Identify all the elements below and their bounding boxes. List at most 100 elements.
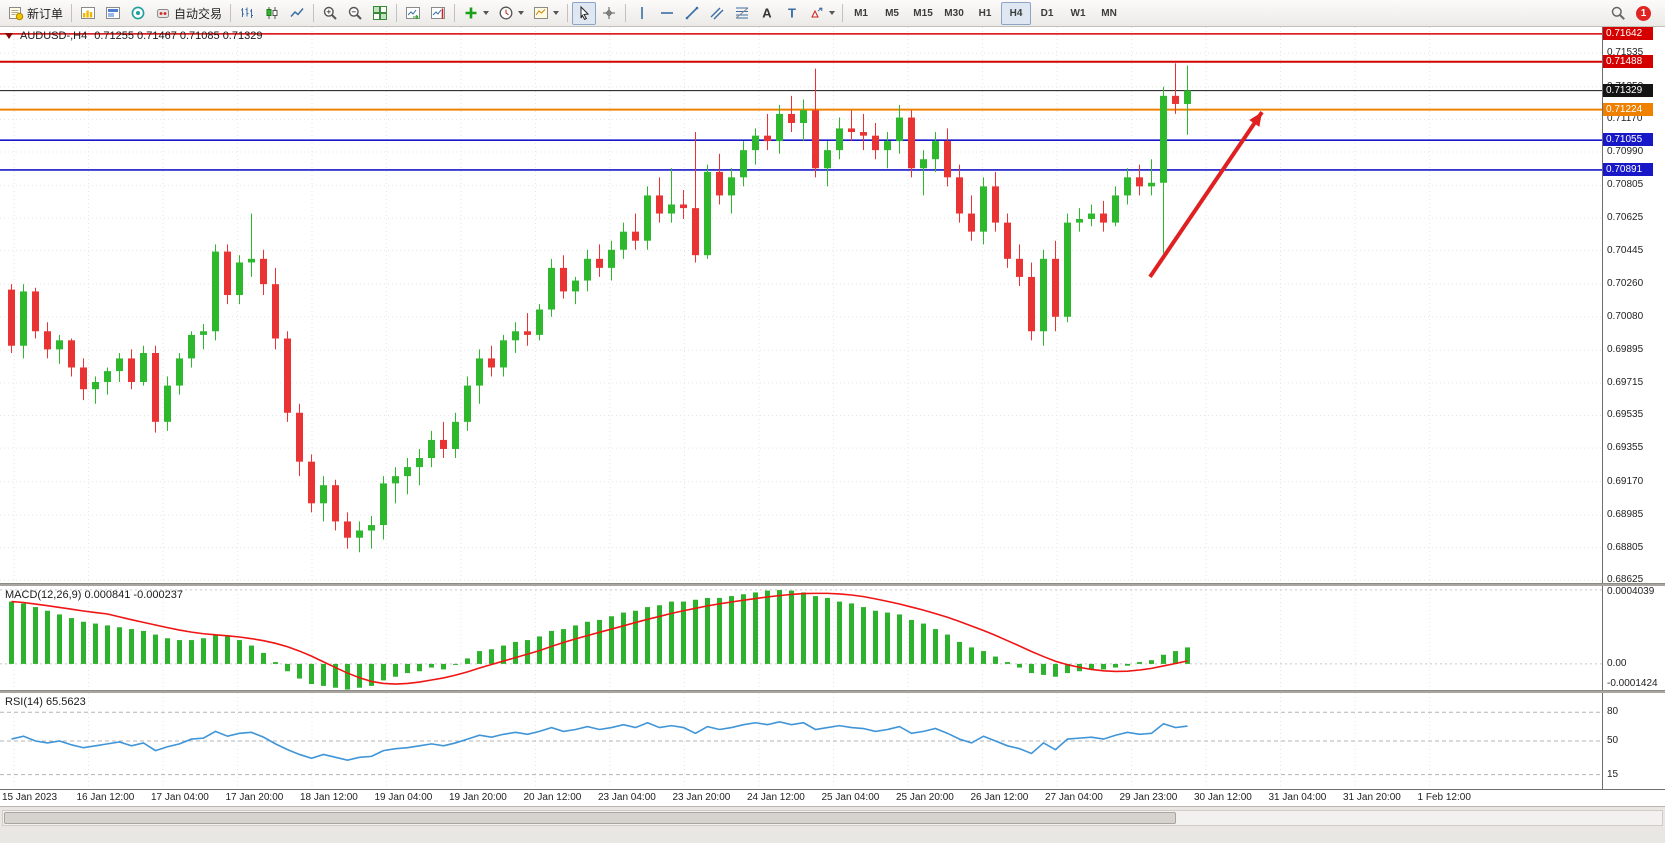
new-order-button[interactable]: 新订单: [4, 2, 67, 25]
toolbar-right: 1: [1610, 5, 1651, 21]
macd-axis: 0.0004039 0.00 -0.0001424: [1602, 586, 1665, 690]
time-axis-label: 18 Jan 12:00: [300, 792, 358, 803]
macd-axis-label: 0.00: [1607, 657, 1627, 669]
tile-windows-icon: [372, 5, 388, 21]
crosshair-button[interactable]: [597, 2, 621, 25]
timeframe-mn-button[interactable]: MN: [1101, 7, 1117, 19]
toolbar-separator: [454, 4, 456, 22]
time-axis-label: 19 Jan 20:00: [449, 792, 507, 803]
price-axis-label: 0.70990: [1607, 145, 1644, 157]
rsi-chart[interactable]: RSI(14) 65.5623: [0, 693, 1602, 789]
dropdown-caret-icon: [483, 11, 490, 15]
time-axis-label: 20 Jan 12:00: [523, 792, 582, 803]
time-axis-label: 1 Feb 12:00: [1417, 792, 1471, 803]
line-chart-button[interactable]: [285, 2, 309, 25]
scrollbar-thumb[interactable]: [4, 812, 1176, 824]
candlestick-button[interactable]: [260, 2, 284, 25]
macd-axis-label: 0.0004039: [1607, 586, 1655, 597]
time-axis-label: 31 Jan 04:00: [1268, 792, 1327, 803]
templates-button[interactable]: [529, 2, 563, 25]
bar-chart-button[interactable]: [235, 2, 259, 25]
symbol-text: AUDUSD-,H4: [20, 30, 88, 42]
timeframe-h1-button[interactable]: H1: [978, 7, 992, 19]
text-label-icon: T: [784, 5, 800, 21]
timeframe-d1-button[interactable]: D1: [1040, 7, 1054, 19]
price-axis-label: 0.69715: [1607, 376, 1644, 388]
macd-chart[interactable]: MACD(12,26,9) 0.000841 -0.000237: [0, 586, 1602, 690]
dropdown-caret-icon: [518, 11, 525, 15]
time-axis-label: 17 Jan 20:00: [225, 792, 284, 803]
profiles-icon: [105, 5, 121, 21]
level-price-badge: 0.71488: [1603, 54, 1653, 68]
time-axis-label: 19 Jan 04:00: [374, 792, 433, 803]
time-axis-label: 15 Jan 2023: [2, 792, 58, 803]
time-axis-label: 29 Jan 23:00: [1119, 792, 1178, 803]
zoom-out-icon: [347, 5, 363, 21]
timeframe-m5-button[interactable]: M5: [885, 7, 899, 19]
level-price-badge: 0.70891: [1603, 162, 1653, 176]
main-chart[interactable]: AUDUSD-,H4 0.71255 0.71467 0.71085 0.713…: [0, 27, 1602, 583]
channel-button[interactable]: [705, 2, 729, 25]
add-indicator-icon: [463, 5, 479, 21]
timeframe-m15-button[interactable]: M15: [913, 7, 933, 19]
text-label-button[interactable]: T: [780, 2, 804, 25]
macd-label: MACD(12,26,9) 0.000841 -0.000237: [5, 589, 183, 601]
timeframe-h4-button[interactable]: H4: [1001, 1, 1032, 25]
price-axis-label: 0.69355: [1607, 442, 1644, 454]
toolbar-separator: [230, 4, 232, 22]
new-chart-button[interactable]: [76, 2, 100, 25]
dropdown-caret-icon: [553, 11, 560, 15]
price-axis-label: 0.68985: [1607, 509, 1644, 521]
timeframe-m30-button[interactable]: M30: [944, 7, 964, 19]
rsi-label: RSI(14) 65.5623: [5, 696, 86, 708]
price-axis-label: 0.71170: [1607, 113, 1643, 125]
time-axis-label: 17 Jan 04:00: [151, 792, 209, 803]
trendline-button[interactable]: [680, 2, 704, 25]
trendline-icon: [684, 5, 700, 21]
price-axis-label: 0.69170: [1607, 475, 1644, 487]
horizontal-line-button[interactable]: [655, 2, 679, 25]
auto-scroll-button[interactable]: [401, 2, 425, 25]
fibonacci-button[interactable]: [730, 2, 754, 25]
auto-trading-button[interactable]: 自动交易: [151, 2, 226, 25]
price-axis-label: 0.69895: [1607, 344, 1644, 356]
chart-shift-icon: [430, 5, 446, 21]
vertical-line-button[interactable]: [630, 2, 654, 25]
search-icon[interactable]: [1610, 5, 1626, 21]
level-price-badge: 0.71642: [1603, 27, 1653, 40]
zoom-out-button[interactable]: [343, 2, 367, 25]
new-chart-icon: [80, 5, 96, 21]
timeframe-w1-button[interactable]: W1: [1070, 7, 1086, 19]
zoom-in-icon: [322, 5, 338, 21]
panel-splitter[interactable]: [0, 690, 1665, 693]
panel-splitter[interactable]: [0, 583, 1665, 586]
symbol-marker-icon: [5, 33, 13, 39]
timeframe-toolbar: M1 M5 M15 M30 H1 H4 D1 W1 MN: [846, 1, 1124, 25]
indicators-button[interactable]: [459, 2, 493, 25]
notifications-badge[interactable]: 1: [1636, 5, 1651, 21]
cursor-button[interactable]: [572, 1, 597, 25]
shapes-button[interactable]: [805, 2, 839, 25]
price-axis-label: 0.70080: [1607, 310, 1644, 322]
timeframe-m1-button[interactable]: M1: [854, 7, 868, 19]
time-axis-label: 31 Jan 20:00: [1343, 792, 1401, 803]
main-toolbar: 新订单 自动交易 A T M1 M5 M15 M30 H1 H4 D1 W1 MN 1: [0, 0, 1665, 27]
channel-icon: [709, 5, 725, 21]
chart-shift-button[interactable]: [426, 2, 450, 25]
price-axis-label: 0.69535: [1607, 409, 1644, 421]
toolbar-separator: [396, 4, 398, 22]
toolbar-separator: [71, 4, 73, 22]
toolbar-separator: [313, 4, 315, 22]
zoom-in-button[interactable]: [318, 2, 342, 25]
profiles-button[interactable]: [101, 2, 125, 25]
metaeditor-button[interactable]: [126, 2, 150, 25]
order-ticket-icon: [8, 5, 24, 21]
tile-windows-button[interactable]: [368, 2, 392, 25]
periods-button[interactable]: [494, 2, 528, 25]
text-button[interactable]: A: [755, 2, 779, 25]
horizontal-scrollbar[interactable]: [2, 810, 1663, 826]
dropdown-caret-icon: [829, 11, 836, 15]
bottom-scrollbar-area: [0, 806, 1665, 843]
auto-trading-button-label: 自动交易: [174, 6, 223, 21]
